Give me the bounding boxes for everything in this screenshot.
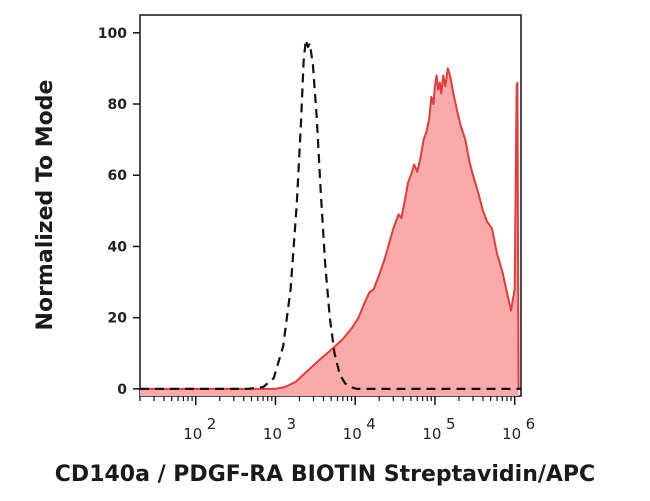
series-1-line (140, 67, 520, 390)
series-1-fill (140, 68, 519, 397)
x-tick-exponent: 3 (286, 415, 296, 433)
x-tick-exponent: 2 (207, 415, 217, 433)
y-tick-label: 60 (108, 168, 128, 184)
x-tick-label: 10 (183, 425, 202, 443)
x-tick-label: 10 (263, 425, 282, 443)
series-0-line (140, 38, 521, 390)
x-tick-exponent: 5 (446, 415, 456, 433)
x-tick-exponent: 6 (526, 415, 536, 433)
series-layer (140, 38, 521, 397)
y-tick-label: 40 (108, 239, 128, 255)
x-tick-label: 10 (422, 425, 441, 443)
y-tick-label: 20 (108, 311, 128, 327)
x-tick-label: 10 (502, 425, 521, 443)
y-axis-title: Normalized To Mode (33, 80, 58, 331)
y-tick-label: 100 (98, 26, 127, 42)
x-tick-label: 10 (343, 425, 362, 443)
x-axis-title: CD140a / PDGF-RA BIOTIN Streptavidin/APC (55, 462, 595, 487)
y-tick-label: 80 (108, 97, 128, 113)
x-tick-exponent: 4 (366, 415, 376, 433)
y-tick-label: 0 (117, 382, 127, 398)
